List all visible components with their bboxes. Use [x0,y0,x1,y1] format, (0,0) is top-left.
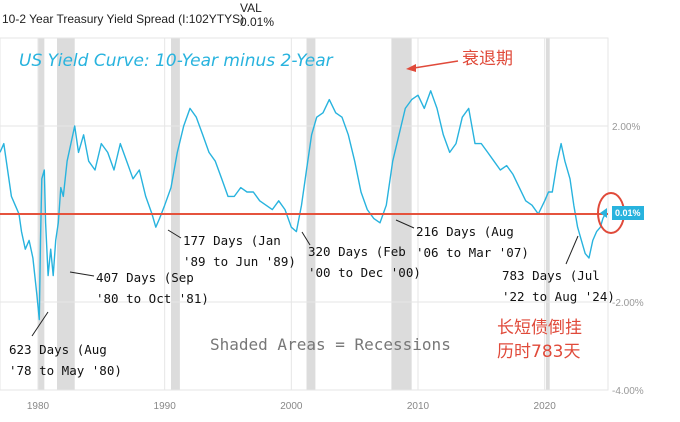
note-line: 623 Days (Aug [9,342,107,357]
note-line: 320 Days (Feb [308,244,406,259]
x-tick-label: 2020 [534,401,557,412]
x-tick-label: 1990 [154,401,177,412]
note-line: 407 Days (Sep [96,270,194,285]
note-line: 216 Days (Aug [416,224,514,239]
note-pointer [167,229,182,239]
inversion-note-2006: 216 Days (Aug '06 to Mar '07) [416,221,529,263]
note-line: 177 Days (Jan [183,233,281,248]
y-tick-label: -4.00% [612,386,644,397]
inversion-note-1989: 177 Days (Jan '89 to Jun '89) [183,230,296,272]
y-tick-label: -2.00% [612,298,644,309]
note-pointer [565,235,579,265]
y-tick-label: 2.00% [612,122,640,133]
value-column-value: 0.01% [240,15,275,29]
x-axis-ticks: 1980 1990 2000 2010 2020 [27,401,556,412]
note-line: '06 to Mar '07) [416,245,529,260]
inversion-duration-line2: 历时783天 [497,342,581,362]
inversion-duration-note: 长短债倒挂 历时783天 [497,316,582,364]
spread-line [0,90,607,321]
shaded-areas-note: Shaded Areas = Recessions [210,335,451,354]
note-line: '80 to Oct '81) [96,291,209,306]
current-value-pointer [600,208,607,218]
note-line: 783 Days (Jul [502,268,600,283]
spread-series [0,90,607,321]
note-pointer [395,219,415,229]
inversion-duration-line1: 长短债倒挂 [497,318,582,338]
inversion-note-2000: 320 Days (Feb '00 to Dec '00) [308,241,421,283]
current-value-badge: 0.01% [612,206,644,220]
note-line: '89 to Jun '89) [183,254,296,269]
x-tick-label: 1980 [27,401,50,412]
note-pointer [301,231,311,246]
series-name: 10-2 Year Treasury Yield Spread (I:102YT… [2,12,245,26]
value-column: VAL 0.01% [240,1,274,29]
inversion-note-1980: 407 Days (Sep '80 to Oct '81) [96,267,209,309]
note-pointer [69,271,95,277]
note-line: '22 to Aug '24) [502,289,615,304]
recession-label: 衰退期 [462,49,513,69]
recession-arrow-head [406,64,416,72]
value-column-label: VAL [240,1,262,15]
x-tick-label: 2000 [280,401,303,412]
chart-title: US Yield Curve: 10-Year minus 2-Year [19,51,333,71]
x-tick-label: 2010 [407,401,430,412]
note-pointer [31,311,49,337]
recession-arrow [413,60,459,69]
note-line: '00 to Dec '00) [308,265,421,280]
inversion-note-2022: 783 Days (Jul '22 to Aug '24) [502,265,615,307]
note-line: '78 to May '80) [9,363,122,378]
inversion-note-1978: 623 Days (Aug '78 to May '80) [9,339,122,381]
chart-overlays [31,60,625,337]
y-axis-ticks: 2.00% -2.00% -4.00% [612,122,644,397]
